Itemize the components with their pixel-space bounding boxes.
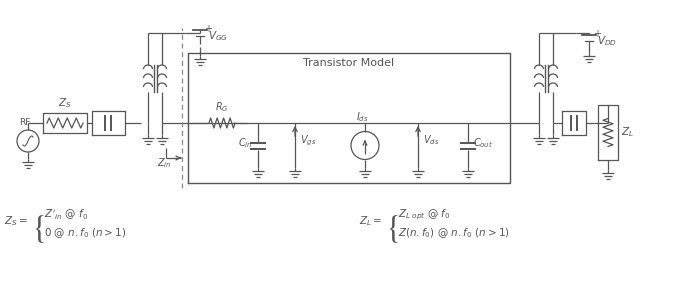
Text: $Z_L=$: $Z_L=$ (359, 214, 382, 228)
Text: $V_{DD}$: $V_{DD}$ (597, 34, 617, 48)
Text: $C_{in}$: $C_{in}$ (239, 136, 253, 150)
Text: $V_{GG}$: $V_{GG}$ (208, 29, 228, 43)
Text: $I_{ds}$: $I_{ds}$ (356, 111, 368, 125)
Text: $Z(n.f_0)$ @ $n.f_0$ $(n>1)$: $Z(n.f_0)$ @ $n.f_0$ $(n>1)$ (398, 226, 510, 240)
Text: $Z_S=$: $Z_S=$ (4, 214, 28, 228)
Text: $Z_{in}$: $Z_{in}$ (157, 156, 172, 170)
Text: $V_{gs}$: $V_{gs}$ (300, 133, 317, 148)
Text: +: + (593, 29, 601, 39)
Text: $Z'_{in}$ @ $f_0$: $Z'_{in}$ @ $f_0$ (44, 208, 88, 222)
Text: {: { (386, 214, 402, 244)
Text: $Z_L$: $Z_L$ (621, 126, 634, 139)
Text: $C_{out}$: $C_{out}$ (473, 136, 493, 150)
Text: $Z_S$: $Z_S$ (58, 96, 72, 110)
Text: $V_{ds}$: $V_{ds}$ (423, 134, 439, 148)
Text: $0$ @ $n.f_0$ $(n>1)$: $0$ @ $n.f_0$ $(n>1)$ (44, 226, 126, 240)
Text: Transistor Model: Transistor Model (304, 58, 395, 68)
Text: RF: RF (19, 118, 31, 127)
Text: {: { (32, 214, 48, 244)
Text: +: + (204, 24, 212, 34)
Text: $Z_{L\ opt}$ @ $f_0$: $Z_{L\ opt}$ @ $f_0$ (398, 208, 451, 222)
Text: $R_G$: $R_G$ (215, 100, 229, 114)
